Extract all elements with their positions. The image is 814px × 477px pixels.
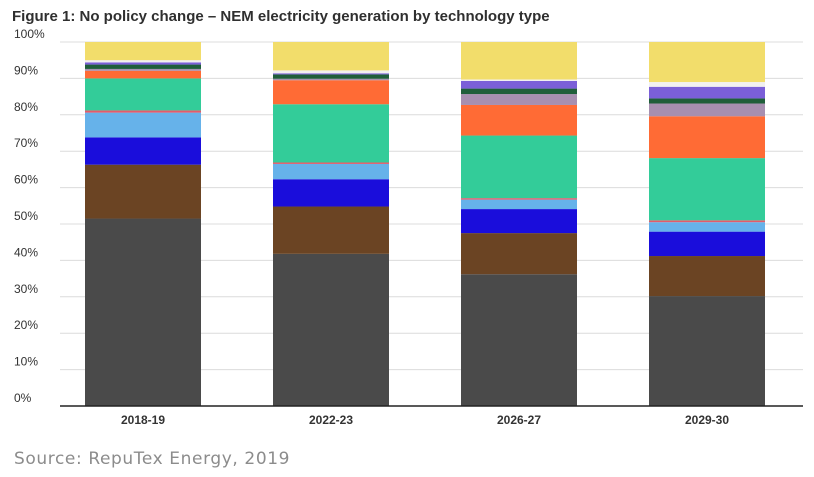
bar-segment [649, 82, 765, 87]
bar-segment [649, 158, 765, 221]
bar-segment [649, 220, 765, 223]
y-tick-label: 70% [14, 136, 38, 150]
bar-segment [649, 116, 765, 159]
bar-segment [649, 231, 765, 257]
bar-segment [461, 198, 577, 200]
bar-segment [461, 135, 577, 199]
bar-segment [85, 137, 201, 165]
source-note: Source: RepuTex Energy, 2019 [14, 449, 291, 469]
bar-segment [461, 233, 577, 275]
bar-segment [85, 110, 201, 113]
bar-segment [85, 60, 201, 63]
bar-segment [461, 80, 577, 89]
y-tick-label: 100% [14, 27, 45, 41]
bar-segment [85, 62, 201, 65]
y-tick-label: 40% [14, 245, 38, 259]
bar-segment [649, 98, 765, 104]
y-tick-label: 0% [14, 391, 32, 405]
bar-segment [85, 64, 201, 69]
bar-segment [461, 42, 577, 80]
y-tick-label: 30% [14, 282, 38, 296]
bar-segment [461, 94, 577, 105]
bar-segment [273, 42, 389, 71]
bar-segment [85, 218, 201, 406]
stacked-bar-chart: 0% 10% 20% 30% 40% 50% 60% 70% 80% 90% 100% 2018-1… [14, 27, 803, 427]
y-tick-label: 90% [14, 63, 38, 77]
bar-segment [273, 78, 389, 81]
bar-segment [85, 78, 201, 111]
bar-segment [461, 104, 577, 136]
bar-segment [649, 256, 765, 297]
bar-segment [273, 74, 389, 79]
x-axis-tick-labels: 2018-19 2022-23 2026-27 2029-30 [121, 413, 729, 427]
x-tick-label: 2029-30 [685, 413, 729, 427]
bar-segment [273, 253, 389, 406]
x-tick-label: 2026-27 [497, 413, 541, 427]
bar-segment [273, 73, 389, 75]
y-tick-label: 60% [14, 173, 38, 187]
bar-segment [85, 70, 201, 79]
bars [85, 42, 765, 406]
bar-segment [461, 209, 577, 234]
y-tick-label: 10% [14, 355, 38, 369]
bar-segment [273, 179, 389, 207]
y-tick-label: 20% [14, 318, 38, 332]
bar-segment [85, 164, 201, 219]
x-tick-label: 2018-19 [121, 413, 165, 427]
bar-segment [273, 80, 389, 105]
bar-segment [273, 162, 389, 164]
chart-title: Figure 1: No policy change – NEM electri… [12, 8, 550, 25]
bar-segment [461, 274, 577, 406]
bar-segment [273, 163, 389, 180]
bar-segment [273, 104, 389, 163]
bar-segment [461, 88, 577, 95]
bar-segment [85, 112, 201, 138]
bar-segment [649, 103, 765, 117]
y-tick-label: 80% [14, 100, 38, 114]
y-tick-label: 50% [14, 209, 38, 223]
bar-segment [85, 42, 201, 61]
bar-segment [273, 70, 389, 74]
y-axis-tick-labels: 0% 10% 20% 30% 40% 50% 60% 70% 80% 90% 100% [14, 27, 45, 405]
bar-segment [273, 206, 389, 254]
bar-segment [649, 86, 765, 99]
bar-segment [461, 79, 577, 81]
x-tick-label: 2022-23 [309, 413, 353, 427]
bar-segment [649, 222, 765, 232]
bar-segment [649, 42, 765, 83]
bar-segment [461, 199, 577, 210]
bar-segment [649, 296, 765, 406]
bar-segment [85, 68, 201, 71]
